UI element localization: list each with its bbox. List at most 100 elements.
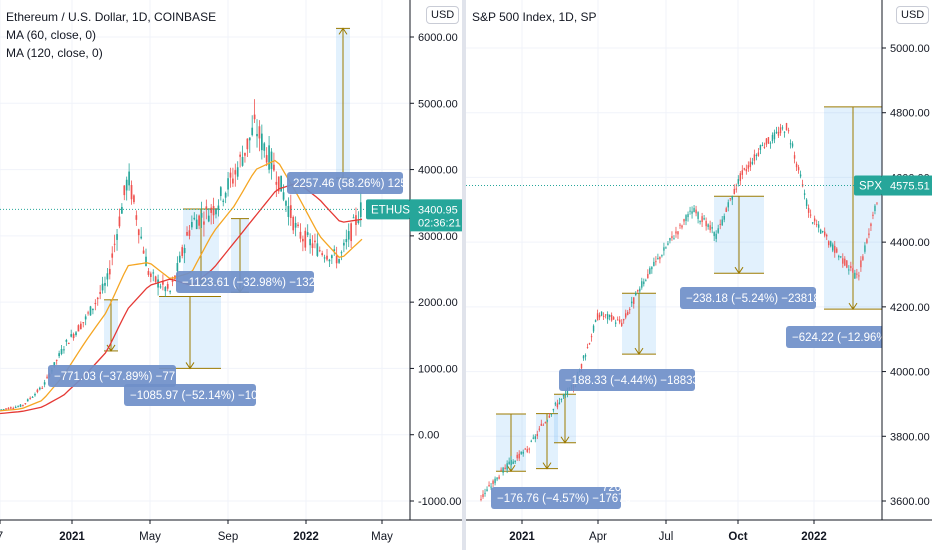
- candle-body: [166, 284, 169, 289]
- candle-body: [314, 240, 316, 243]
- measurement-label: −176.76 (−4.57%) −17676: [497, 493, 631, 505]
- candle-body: [679, 224, 681, 226]
- candle-body: [101, 283, 104, 291]
- candle-body: [681, 225, 683, 228]
- time-tick-label: 2021: [59, 531, 85, 543]
- time-tick-label: 7: [0, 531, 3, 543]
- candle-body: [842, 258, 844, 264]
- candle-body: [779, 127, 782, 134]
- symbol-tag-label: SPX: [859, 181, 882, 193]
- candle-body: [333, 249, 336, 252]
- candle-body: [522, 451, 524, 454]
- candle-body: [761, 145, 764, 147]
- candle-body: [874, 205, 876, 211]
- candle-body: [558, 402, 561, 405]
- candle-body: [75, 332, 77, 336]
- candle-body: [544, 422, 547, 424]
- candle-body: [347, 231, 350, 240]
- candle-body: [729, 198, 731, 200]
- candle-body: [610, 314, 613, 321]
- candle-body: [548, 415, 551, 418]
- candle-body: [675, 231, 677, 234]
- candle-body: [484, 492, 486, 494]
- candle-body: [29, 397, 32, 399]
- candle-body: [82, 322, 85, 324]
- candle-body: [864, 245, 866, 252]
- candle-body: [852, 268, 854, 273]
- candle-body: [140, 236, 143, 239]
- candle-body: [128, 171, 130, 186]
- candle-body: [840, 256, 842, 258]
- candle-body: [357, 220, 360, 223]
- spx-currency-button[interactable]: USD: [896, 6, 930, 24]
- candle-body: [162, 280, 164, 285]
- candle-body: [856, 273, 858, 275]
- candle-body: [0, 409, 3, 411]
- candle-body: [171, 280, 174, 282]
- candle-body: [270, 151, 273, 169]
- candle-body: [711, 227, 713, 229]
- candle-body: [550, 413, 553, 415]
- candle-body: [149, 273, 152, 277]
- candle-body: [797, 167, 800, 171]
- candle-body: [834, 245, 836, 253]
- candle-body: [564, 393, 567, 396]
- candle-body: [486, 489, 488, 492]
- candle-body: [34, 393, 36, 396]
- candle-body: [687, 214, 689, 218]
- candle-body: [53, 362, 56, 367]
- candle-body: [14, 406, 17, 408]
- spx-chart-svg[interactable]: −176.76 (−4.57%) −17676 −188.33 (−4.44%) …: [466, 0, 932, 550]
- candle-body: [70, 334, 73, 337]
- candle-body: [538, 428, 540, 430]
- candle-body: [819, 229, 822, 234]
- candle-body: [633, 297, 635, 304]
- candle-body: [157, 279, 159, 288]
- candle-body: [580, 363, 583, 369]
- candle-body: [2, 409, 5, 411]
- candle-body: [673, 238, 675, 240]
- candle-body: [229, 172, 232, 178]
- measurement-arrowhead: [848, 302, 858, 311]
- candle-body: [104, 282, 106, 286]
- candle-body: [123, 185, 126, 196]
- time-tick-label: 2021: [509, 531, 535, 543]
- candle-body: [285, 201, 287, 206]
- measurement-label: −1085.97 (−52.14%) −108597: [130, 390, 283, 402]
- candle-body: [623, 318, 625, 321]
- eth-chart-svg[interactable]: −771.03 (−37.89%) −77103 −1085.97 (−52.14…: [0, 0, 462, 550]
- panel-divider[interactable]: [462, 0, 466, 550]
- candle-body: [137, 229, 140, 236]
- measurement-label-bg: [176, 271, 314, 293]
- candle-body: [653, 261, 655, 267]
- candle-body: [725, 208, 727, 212]
- candle-body: [848, 269, 850, 271]
- candle-body: [330, 255, 333, 259]
- candle-body: [618, 319, 621, 323]
- candle-body: [135, 215, 138, 220]
- measurement-arrowhead: [338, 27, 348, 35]
- candle-body: [612, 317, 615, 320]
- candle-body: [592, 325, 595, 332]
- measurement-arrowhead: [734, 266, 744, 275]
- spx-chart-panel[interactable]: −176.76 (−4.57%) −17676 −188.33 (−4.44%) …: [466, 0, 932, 550]
- eth-chart-panel[interactable]: −771.03 (−37.89%) −77103 −1085.97 (−52.14…: [0, 0, 462, 550]
- candle-body: [838, 255, 840, 258]
- candle-body: [616, 319, 619, 321]
- candle-body: [277, 176, 280, 192]
- candle-body: [67, 342, 70, 345]
- candle-body: [594, 320, 597, 322]
- eth-currency-button[interactable]: USD: [426, 6, 460, 24]
- candle-body: [629, 309, 631, 311]
- candle-body: [215, 209, 217, 215]
- candle-body: [743, 168, 746, 170]
- candle-body: [769, 142, 772, 144]
- candle-body: [268, 145, 270, 170]
- candle-body: [721, 219, 723, 226]
- measurement-label: 2257.46 (58.26%) 125746: [293, 178, 426, 190]
- candle-body: [125, 179, 128, 191]
- candle-body: [480, 498, 482, 500]
- candle-body: [747, 165, 750, 169]
- candle-body: [777, 131, 780, 136]
- candle-body: [844, 258, 846, 266]
